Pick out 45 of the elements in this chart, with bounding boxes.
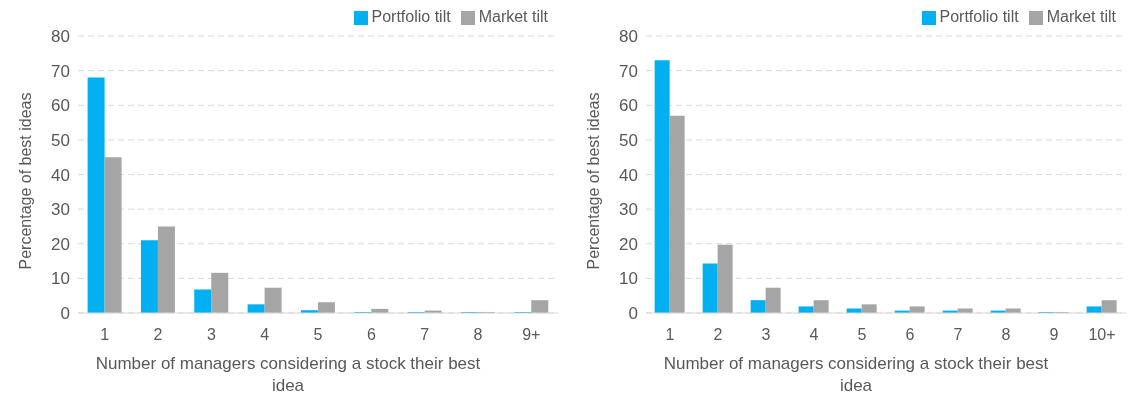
x-tick-label: 8 [1001,326,1011,344]
y-tick-label: 70 [619,61,638,81]
y-tick-label: 30 [51,200,70,220]
y-tick-label: 20 [51,234,70,254]
legend-label: Portfolio tilt [939,8,1019,25]
x-axis-title: Number of managers considering a stock their best idea [662,353,1050,397]
y-tick-label: 60 [51,96,70,116]
x-tick-label: 5 [313,326,323,344]
x-tick-label: 3 [206,326,216,344]
x-tick-label: 7 [953,326,963,344]
y-tick-label: 40 [51,165,70,185]
x-tick-label: 2 [153,326,163,344]
x-tick-label: 1 [665,326,675,344]
x-tick-label: 8 [473,326,483,344]
y-tick-label: 10 [51,269,70,289]
x-axis-title: Number of managers considering a stock their best idea [94,353,482,397]
x-tick-label: 7 [420,326,430,344]
y-tick-label: 0 [628,304,638,324]
legend-label: Market tilt [478,8,548,25]
y-tick-label: 40 [619,165,638,185]
legend-label: Portfolio tilt [371,8,451,25]
x-tick-label: 9 [1049,326,1059,344]
x-tick-label: 2 [713,326,723,344]
x-tick-label: 10+ [1088,326,1116,344]
legend-label: Market tilt [1046,8,1116,25]
y-tick-label: 80 [619,27,638,47]
y-tick-label: 0 [60,304,70,324]
x-tick-label: 4 [809,326,819,344]
y-tick-label: 10 [619,269,638,289]
y-tick-label: 80 [51,27,70,47]
x-tick-label: 6 [366,326,376,344]
x-tick-label: 1 [100,326,110,344]
x-tick-label: 9+ [522,326,541,344]
x-tick-label: 4 [260,326,270,344]
y-tick-label: 50 [51,130,70,150]
x-tick-label: 3 [761,326,771,344]
y-axis-title: Percentage of best ideas [16,92,34,270]
y-tick-label: 30 [619,200,638,220]
y-axis-title: Percentage of best ideas [584,92,602,270]
x-tick-label: 5 [857,326,867,344]
y-tick-label: 50 [619,130,638,150]
y-tick-label: 20 [619,234,638,254]
x-tick-label: 6 [905,326,915,344]
y-tick-label: 70 [51,61,70,81]
y-tick-label: 60 [619,96,638,116]
